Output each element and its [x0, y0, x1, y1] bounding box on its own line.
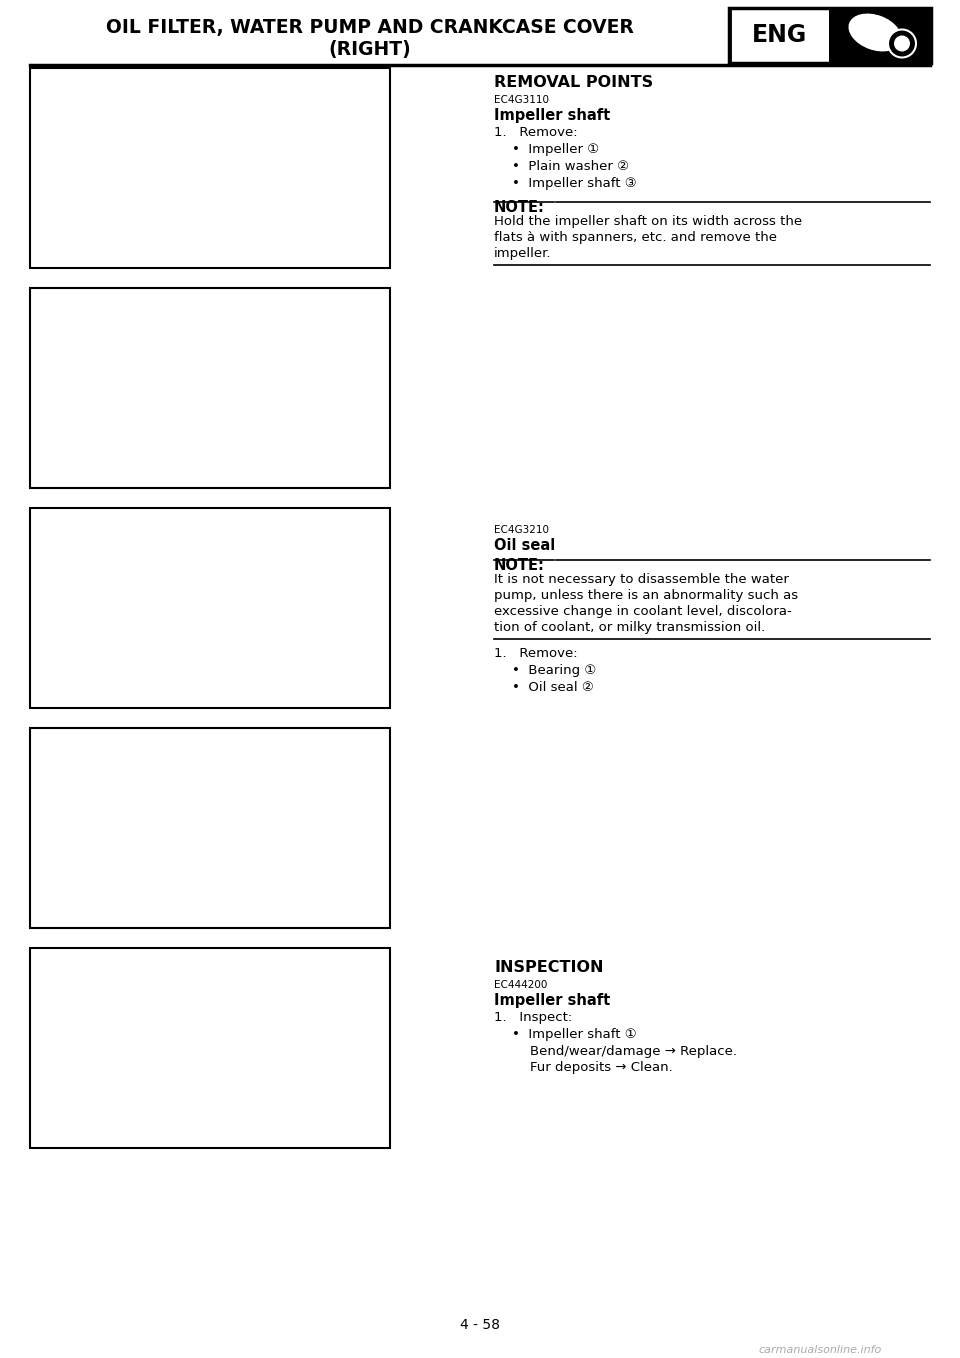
Bar — [729, 8, 931, 62]
Text: 4 - 58: 4 - 58 — [460, 1319, 500, 1332]
Bar — [30, 68, 390, 268]
Bar — [730, 8, 830, 62]
Text: OIL FILTER, WATER PUMP AND CRANKCASE COVER: OIL FILTER, WATER PUMP AND CRANKCASE COV… — [106, 19, 634, 38]
Text: impeller.: impeller. — [494, 247, 551, 259]
Bar — [30, 508, 390, 708]
Bar — [30, 728, 390, 928]
Text: ENG: ENG — [753, 23, 807, 48]
Text: EC4G3110: EC4G3110 — [494, 95, 549, 105]
Text: pump, unless there is an abnormality such as: pump, unless there is an abnormality suc… — [494, 589, 798, 602]
Text: NOTE:: NOTE: — [494, 558, 545, 573]
Text: •  Plain washer ②: • Plain washer ② — [512, 160, 629, 172]
Text: (RIGHT): (RIGHT) — [328, 41, 412, 60]
Text: •  Impeller shaft ①: • Impeller shaft ① — [512, 1028, 636, 1042]
Text: flats à with spanners, etc. and remove the: flats à with spanners, etc. and remove t… — [494, 231, 777, 244]
Text: Bend/wear/damage → Replace.: Bend/wear/damage → Replace. — [530, 1046, 737, 1058]
Text: Impeller shaft: Impeller shaft — [494, 109, 611, 124]
Text: EC4G3210: EC4G3210 — [494, 526, 549, 535]
Bar — [830, 8, 930, 62]
Text: Oil seal: Oil seal — [494, 538, 555, 553]
Text: •  Impeller ①: • Impeller ① — [512, 143, 599, 156]
Text: •  Impeller shaft ③: • Impeller shaft ③ — [512, 177, 636, 190]
Text: Hold the impeller shaft on its width across the: Hold the impeller shaft on its width acr… — [494, 215, 803, 228]
Circle shape — [888, 30, 916, 57]
Text: Impeller shaft: Impeller shaft — [494, 993, 611, 1008]
Bar — [30, 288, 390, 488]
Text: tion of coolant, or milky transmission oil.: tion of coolant, or milky transmission o… — [494, 621, 765, 634]
Text: •  Oil seal ②: • Oil seal ② — [512, 680, 593, 694]
Bar — [30, 948, 390, 1148]
Text: NOTE:: NOTE: — [494, 200, 545, 215]
Text: •  Bearing ①: • Bearing ① — [512, 664, 596, 678]
Circle shape — [894, 35, 910, 52]
Text: Fur deposits → Clean.: Fur deposits → Clean. — [530, 1061, 673, 1074]
Text: EC444200: EC444200 — [494, 980, 547, 990]
Text: carmanualsonline.info: carmanualsonline.info — [758, 1344, 881, 1355]
Ellipse shape — [849, 14, 901, 52]
Text: 1.   Remove:: 1. Remove: — [494, 646, 578, 660]
Text: INSPECTION: INSPECTION — [494, 960, 604, 975]
Text: It is not necessary to disassemble the water: It is not necessary to disassemble the w… — [494, 573, 789, 587]
Text: REMOVAL POINTS: REMOVAL POINTS — [494, 75, 653, 90]
Text: 1.   Remove:: 1. Remove: — [494, 126, 578, 139]
Text: 1.   Inspect:: 1. Inspect: — [494, 1010, 572, 1024]
Text: excessive change in coolant level, discolora-: excessive change in coolant level, disco… — [494, 606, 792, 618]
